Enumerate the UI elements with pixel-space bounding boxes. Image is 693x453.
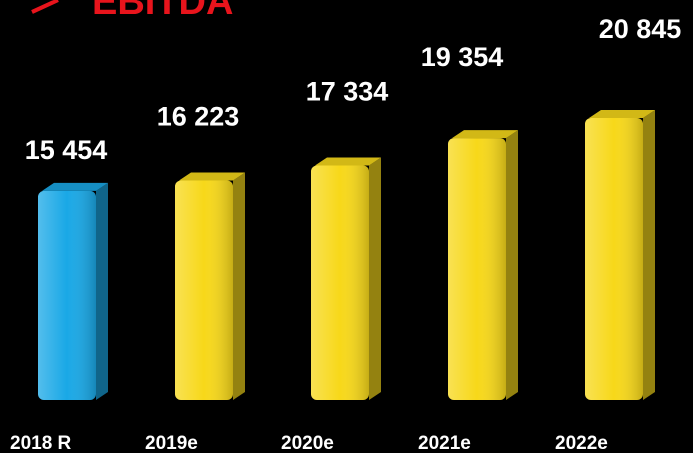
x-tick-label: 2022e (555, 433, 608, 453)
x-tick-label: 2020e (281, 433, 334, 453)
x-tick-label: 2021e (418, 433, 471, 453)
bar-side (233, 172, 245, 400)
bar-side (369, 157, 381, 400)
bar-shade (38, 190, 96, 400)
bar-shade (585, 118, 643, 400)
bar-side (506, 130, 518, 400)
bar-top (42, 182, 108, 191)
x-tick-label: 2018 R (10, 433, 72, 453)
bar-shade (311, 165, 369, 400)
bar-side (643, 110, 655, 400)
value-label: 19 354 (421, 42, 504, 72)
bar-side (96, 182, 108, 400)
bar-top (315, 157, 381, 166)
value-label: 20 845 (599, 14, 682, 44)
bar-top (179, 172, 245, 181)
bar-top (589, 110, 655, 118)
bar-shade (448, 138, 506, 400)
chart-title: EBITDA (92, 0, 233, 23)
bar-shade (175, 180, 233, 400)
value-label: 17 334 (306, 76, 389, 106)
title-arrow (31, 0, 59, 14)
x-tick-label: 2019e (145, 433, 198, 453)
bar-top (452, 130, 518, 139)
value-label: 15 454 (25, 135, 108, 165)
value-label: 16 223 (157, 102, 240, 132)
